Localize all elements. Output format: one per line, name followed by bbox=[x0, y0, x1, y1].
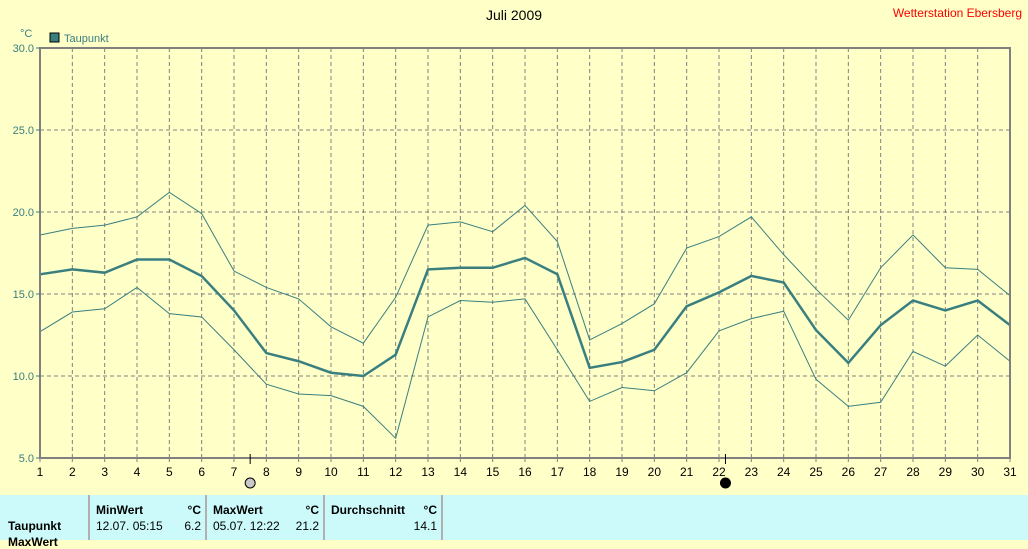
min-datetime: 12.07. 05:15 bbox=[96, 519, 163, 533]
min-value: 6.2 bbox=[184, 519, 201, 533]
x-tick-label: 16 bbox=[518, 465, 532, 479]
column-divider bbox=[441, 495, 444, 540]
y-tick-label: 20.0 bbox=[13, 207, 34, 219]
max-datetime: 05.07. 12:22 bbox=[213, 519, 280, 533]
max-column: MaxWert °C 05.07. 12:22 21.2 bbox=[205, 495, 323, 540]
x-tick-label: 25 bbox=[809, 465, 823, 479]
x-tick-label: 11 bbox=[357, 465, 370, 479]
max-unit: °C bbox=[306, 503, 319, 517]
y-tick-label: 5.0 bbox=[19, 453, 34, 465]
x-tick-label: 30 bbox=[971, 465, 985, 479]
x-tick-label: 8 bbox=[263, 465, 270, 479]
x-tick-label: 22 bbox=[712, 465, 726, 479]
x-tick-label: 7 bbox=[231, 465, 238, 479]
x-tick-label: 13 bbox=[421, 465, 435, 479]
min-header: MinWert bbox=[96, 503, 143, 517]
x-tick-label: 14 bbox=[454, 465, 468, 479]
y-tick-label: 25.0 bbox=[13, 125, 34, 137]
avg-value: 14.1 bbox=[414, 519, 437, 533]
x-tick-label: 27 bbox=[874, 465, 888, 479]
x-tick-label: 3 bbox=[101, 465, 108, 479]
x-tick-label: 6 bbox=[198, 465, 205, 479]
x-tick-label: 1 bbox=[37, 465, 44, 479]
avg-column: Durchschnitt °C 14.1 bbox=[323, 495, 441, 540]
x-tick-label: 2 bbox=[69, 465, 76, 479]
full-moon-icon bbox=[245, 478, 255, 488]
legend-swatch bbox=[50, 33, 59, 42]
x-tick-label: 10 bbox=[324, 465, 338, 479]
avg-unit: °C bbox=[424, 503, 437, 517]
x-tick-label: 24 bbox=[777, 465, 791, 479]
x-tick-label: 15 bbox=[486, 465, 500, 479]
x-tick-label: 21 bbox=[680, 465, 694, 479]
x-tick-label: 31 bbox=[1003, 465, 1017, 479]
x-tick-label: 4 bbox=[134, 465, 141, 479]
y-tick-label: 30.0 bbox=[13, 43, 34, 55]
row-label-taupunkt: Taupunkt bbox=[8, 519, 61, 533]
x-tick-label: 23 bbox=[745, 465, 759, 479]
legend-label: Taupunkt bbox=[64, 33, 109, 45]
y-tick-label: 10.0 bbox=[13, 371, 34, 383]
x-tick-label: 26 bbox=[842, 465, 856, 479]
x-tick-label: 18 bbox=[583, 465, 597, 479]
x-tick-label: 17 bbox=[551, 465, 565, 479]
avg-header: Durchschnitt bbox=[331, 503, 405, 517]
x-tick-label: 29 bbox=[939, 465, 953, 479]
x-tick-label: 28 bbox=[906, 465, 920, 479]
y-tick-label: 15.0 bbox=[13, 289, 34, 301]
x-tick-label: 12 bbox=[389, 465, 403, 479]
x-tick-label: 19 bbox=[615, 465, 629, 479]
min-column: MinWert °C 12.07. 05:15 6.2 bbox=[88, 495, 205, 540]
stats-panel: Taupunkt MaxWert MinWert °C 12.07. 05:15… bbox=[0, 495, 1028, 540]
y-axis-unit: °C bbox=[20, 28, 32, 40]
row-label-maxwert: MaxWert bbox=[8, 535, 58, 549]
max-header: MaxWert bbox=[213, 503, 263, 517]
new-moon-icon bbox=[720, 478, 730, 488]
min-unit: °C bbox=[188, 503, 201, 517]
x-tick-label: 20 bbox=[648, 465, 662, 479]
max-value: 21.2 bbox=[296, 519, 319, 533]
x-tick-label: 5 bbox=[166, 465, 173, 479]
x-tick-label: 9 bbox=[295, 465, 302, 479]
